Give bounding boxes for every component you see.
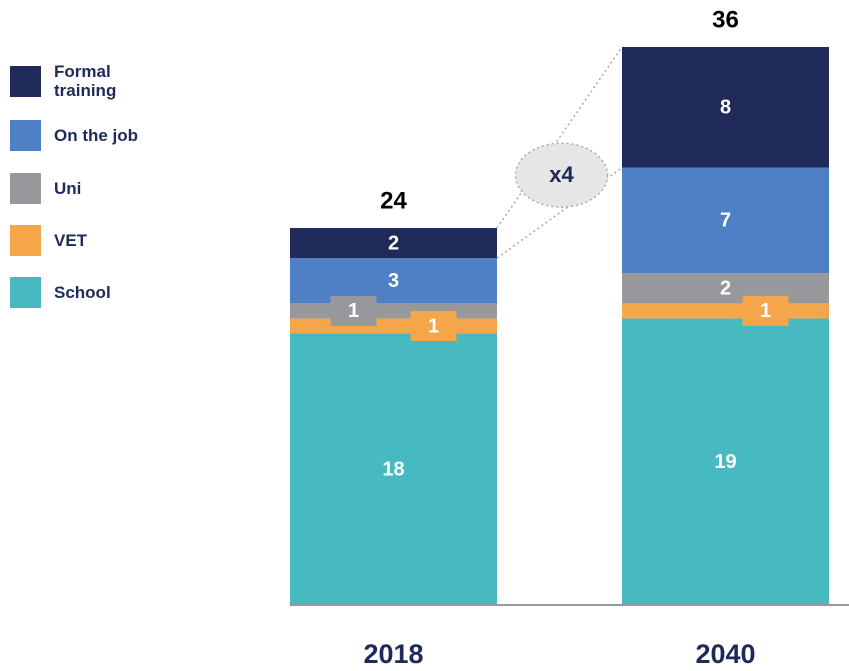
category-label: 2018 bbox=[363, 639, 423, 669]
annotation-bubble bbox=[514, 142, 609, 208]
legend-swatch bbox=[10, 173, 41, 204]
annotation: x4 bbox=[549, 162, 574, 187]
legend-item: Formal training bbox=[10, 62, 144, 100]
legend-label: Uni bbox=[54, 179, 82, 198]
data-label: 1 bbox=[760, 300, 771, 322]
bar-segment bbox=[290, 303, 497, 319]
legend-label: School bbox=[54, 283, 111, 302]
data-label: 7 bbox=[720, 210, 731, 232]
category-label: 2040 bbox=[695, 639, 755, 669]
total-label: 24 bbox=[380, 187, 407, 214]
bar-segment bbox=[622, 167, 829, 274]
connector bbox=[496, 46, 623, 229]
connector bbox=[496, 167, 623, 259]
legend-swatch bbox=[10, 277, 41, 308]
legend-item: School bbox=[10, 277, 144, 308]
bar-segment bbox=[622, 303, 829, 319]
legend-label: On the job bbox=[54, 126, 139, 145]
bar-segment bbox=[622, 273, 829, 304]
bar-segment bbox=[290, 227, 497, 259]
label-box bbox=[330, 295, 377, 326]
legend-item: VET bbox=[10, 225, 144, 256]
data-label: 19 bbox=[714, 451, 736, 473]
data-label: 3 bbox=[388, 270, 399, 292]
data-label: 2 bbox=[720, 278, 731, 300]
legend-item: Uni bbox=[10, 173, 144, 204]
bar-segment bbox=[290, 333, 497, 605]
data-label: 1 bbox=[428, 315, 439, 337]
legend-label: VET bbox=[54, 231, 88, 250]
bar-segment bbox=[290, 258, 497, 304]
total-label: 36 bbox=[712, 6, 739, 33]
bar-segment bbox=[622, 318, 829, 605]
bar-segment bbox=[622, 47, 829, 168]
legend-label: Formal training bbox=[54, 62, 117, 100]
legend-swatch bbox=[10, 225, 41, 256]
legend-item: On the job bbox=[10, 120, 144, 151]
bar-segment bbox=[290, 318, 497, 334]
label-box bbox=[742, 295, 789, 326]
data-label: 8 bbox=[720, 97, 731, 119]
label-box bbox=[410, 311, 457, 341]
legend-swatch bbox=[10, 65, 41, 97]
data-label: 2 bbox=[388, 232, 399, 254]
data-label: 1 bbox=[348, 300, 359, 322]
data-label: 18 bbox=[382, 459, 404, 481]
legend-swatch bbox=[10, 120, 41, 151]
